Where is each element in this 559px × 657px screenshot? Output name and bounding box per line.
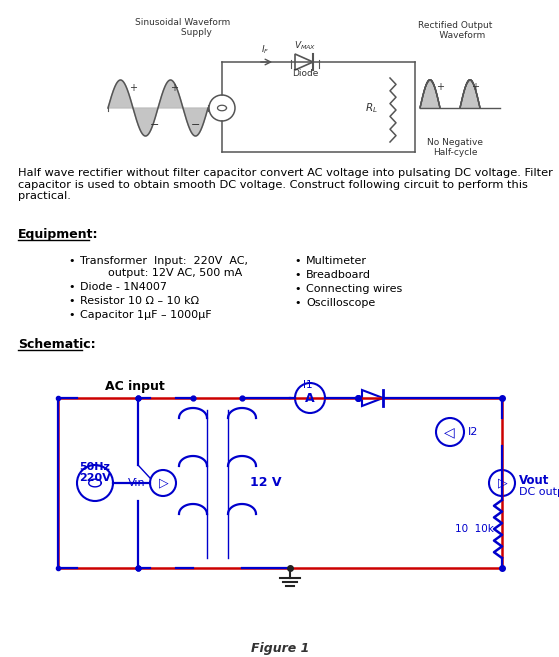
Text: Capacitor 1μF – 1000μF: Capacitor 1μF – 1000μF (80, 310, 212, 320)
Text: Vout: Vout (519, 474, 549, 486)
Text: Multimeter: Multimeter (306, 256, 367, 266)
Text: Resistor 10 Ω – 10 kΩ: Resistor 10 Ω – 10 kΩ (80, 296, 199, 306)
Text: No Negative
Half-cycle: No Negative Half-cycle (427, 138, 483, 158)
Text: output: 12V AC, 500 mA: output: 12V AC, 500 mA (80, 268, 242, 278)
Text: I1: I1 (303, 380, 313, 390)
Text: •: • (69, 256, 75, 266)
Text: −: − (191, 120, 201, 130)
Text: ▷: ▷ (498, 476, 508, 489)
Text: Connecting wires: Connecting wires (306, 284, 402, 294)
Text: Half wave rectifier without filter capacitor convert AC voltage into pulsating D: Half wave rectifier without filter capac… (18, 168, 553, 201)
Text: 12 V: 12 V (250, 476, 282, 489)
Text: •: • (69, 310, 75, 320)
Text: •: • (295, 270, 301, 280)
Text: +: + (129, 83, 137, 93)
Text: $R_L$: $R_L$ (365, 101, 378, 115)
Text: 10  10k: 10 10k (454, 524, 494, 534)
Text: $I_F$: $I_F$ (261, 44, 269, 57)
Text: Rectified Output
     Waveform: Rectified Output Waveform (418, 21, 492, 40)
Text: 220V: 220V (79, 473, 111, 483)
Text: +: + (436, 82, 444, 92)
Text: Diode: Diode (292, 70, 318, 78)
Text: DC output: DC output (519, 487, 559, 497)
Text: Schematic:: Schematic: (18, 338, 96, 351)
Text: −: − (150, 120, 160, 130)
Text: Breadboard: Breadboard (306, 270, 371, 280)
Text: •: • (295, 256, 301, 266)
Text: ▷: ▷ (159, 476, 169, 489)
Text: ◁: ◁ (444, 425, 454, 439)
Text: •: • (295, 298, 301, 308)
Text: +: + (471, 82, 479, 92)
Text: •: • (295, 284, 301, 294)
Text: AC input: AC input (105, 380, 165, 393)
Text: Vin: Vin (129, 478, 146, 488)
Text: +: + (170, 83, 178, 93)
Text: Figure 1: Figure 1 (251, 642, 309, 655)
Text: I2: I2 (468, 427, 479, 437)
Text: Sinusoidal Waveform
         Supply: Sinusoidal Waveform Supply (135, 18, 231, 37)
Text: •: • (69, 282, 75, 292)
Text: Transformer  Input:  220V  AC,: Transformer Input: 220V AC, (80, 256, 248, 266)
Text: $V_{MAX}$: $V_{MAX}$ (294, 40, 316, 53)
Text: Oscilloscope: Oscilloscope (306, 298, 375, 308)
Text: Diode - 1N4007: Diode - 1N4007 (80, 282, 167, 292)
Text: 50Hz: 50Hz (79, 462, 111, 472)
Text: •: • (69, 296, 75, 306)
Text: A: A (305, 392, 315, 405)
Text: Equipment:: Equipment: (18, 228, 98, 241)
